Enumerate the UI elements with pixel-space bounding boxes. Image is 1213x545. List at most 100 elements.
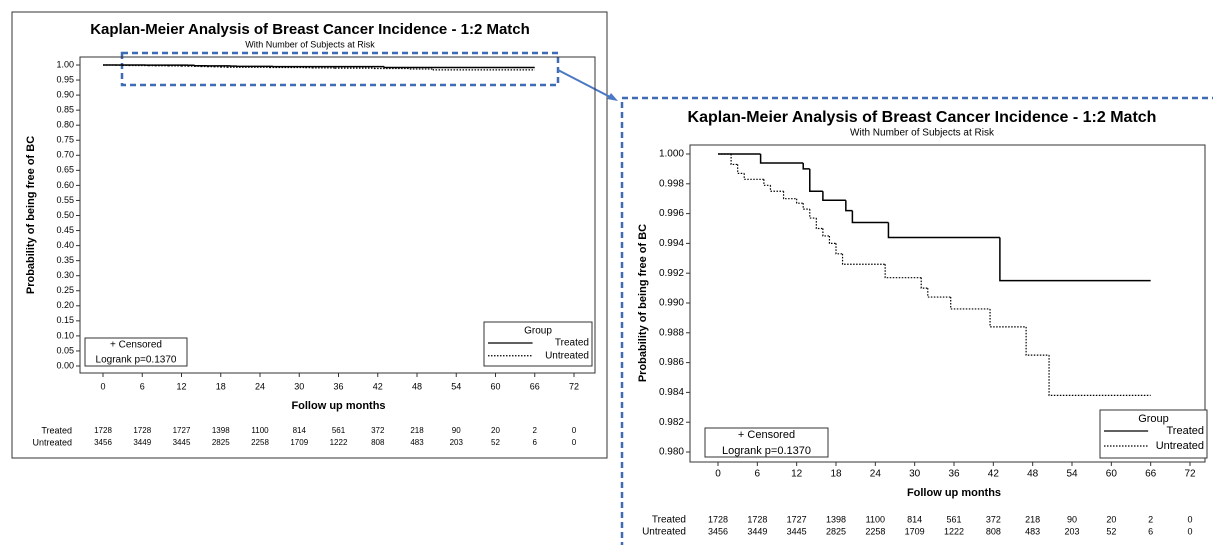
x-tick-label: 48 [1027, 469, 1039, 480]
at-risk-count: 203 [450, 438, 464, 447]
legend-box [1099, 409, 1208, 459]
x-axis-label: Follow up months [907, 487, 1001, 499]
y-tick-label: 0.15 [56, 315, 74, 325]
survival-step [782, 191, 797, 200]
at-risk-count: 2 [533, 426, 538, 435]
chart-title: Kaplan-Meier Analysis of Breast Cancer I… [688, 109, 1157, 126]
x-axis-label: Follow up months [291, 400, 385, 412]
survival-step [763, 179, 771, 186]
zoom-frame [620, 96, 1213, 545]
x-tick-label: 60 [490, 381, 500, 391]
at-risk-count: 20 [1106, 514, 1116, 524]
zoom-arrow [557, 69, 615, 100]
x-tick-label: 30 [294, 381, 304, 391]
y-tick-label: 0.65 [56, 165, 74, 175]
survival-step [743, 173, 764, 180]
annotation: + Censored [738, 429, 795, 441]
survival-step [383, 66, 535, 69]
annotation-box [84, 337, 188, 367]
x-tick-label: 12 [176, 381, 186, 391]
at-risk-count: 90 [1067, 514, 1077, 524]
legend-title: Group [1138, 413, 1169, 425]
y-tick-label: 0.986 [659, 357, 684, 368]
x-tick-label: 54 [1066, 469, 1078, 480]
y-tick-label: 0.10 [56, 330, 74, 340]
survival-step [737, 164, 745, 174]
annotation: Logrank p=0.1370 [96, 355, 177, 366]
at-risk-count: 372 [371, 426, 385, 435]
y-tick-label: 0.25 [56, 285, 74, 295]
x-tick-label: 54 [451, 381, 461, 391]
at-risk-count: 3456 [708, 526, 728, 536]
y-tick-label: 0.980 [659, 447, 684, 458]
x-tick-label: 18 [216, 381, 226, 391]
y-tick-label: 0.992 [659, 268, 684, 279]
survival-step [809, 168, 823, 192]
chart-title: Kaplan-Meier Analysis of Breast Cancer I… [90, 21, 530, 38]
y-tick-label: 0.998 [659, 178, 684, 189]
x-tick-label: 72 [569, 381, 579, 391]
chart-subtitle: With Number of Subjects at Risk [245, 39, 375, 49]
at-risk-count: 203 [1064, 526, 1079, 536]
at-risk-count: 0 [572, 438, 577, 447]
y-tick-label: 0.95 [56, 74, 74, 84]
survival-step [884, 264, 922, 279]
y-tick-label: 0.35 [56, 255, 74, 265]
y-tick-label: 0.60 [56, 180, 74, 190]
at-risk-count: 1727 [173, 426, 191, 435]
legend-title: Group [524, 326, 552, 337]
at-risk-count: 3445 [173, 438, 191, 447]
survival-step [769, 185, 784, 192]
at-risk-count: 0 [1187, 526, 1192, 536]
y-tick-label: 0.05 [56, 345, 74, 355]
at-risk-count: 2825 [826, 526, 846, 536]
x-tick-label: 36 [333, 381, 343, 391]
at-risk-count: 1709 [290, 438, 308, 447]
survival-step [927, 288, 951, 298]
x-tick-label: 18 [830, 469, 842, 480]
at-risk-count: 20 [491, 426, 500, 435]
at-risk-count: 808 [371, 438, 385, 447]
survival-step [920, 277, 928, 289]
y-tick-label: 0.20 [56, 300, 74, 310]
at-risk-count: 6 [533, 438, 538, 447]
survival-step [759, 154, 804, 164]
survival-step [730, 154, 738, 166]
survival-step [851, 210, 889, 224]
at-risk-count: 2825 [212, 438, 230, 447]
y-tick-label: 0.30 [56, 270, 74, 280]
y-tick-label: 0.85 [56, 105, 74, 115]
at-risk-count: 483 [410, 438, 424, 447]
at-risk-count: 2258 [251, 438, 269, 447]
at-risk-count: 218 [410, 426, 424, 435]
y-tick-label: 0.982 [659, 417, 684, 428]
at-risk-count: 3449 [133, 438, 151, 447]
at-risk-count: 90 [452, 426, 461, 435]
y-tick-label: 0.50 [56, 210, 74, 220]
x-tick-label: 60 [1106, 469, 1118, 480]
at-risk-count: 1222 [330, 438, 348, 447]
survival-step [409, 68, 434, 70]
at-risk-count: 1398 [826, 514, 846, 524]
y-tick-label: 1.00 [56, 59, 74, 69]
y-tick-label: 0.80 [56, 120, 74, 130]
at-risk-count: 1728 [94, 426, 112, 435]
annotation: + Censored [110, 340, 162, 351]
x-tick-label: 24 [255, 381, 265, 391]
y-tick-label: 1.000 [659, 149, 684, 160]
survival-step [822, 228, 830, 237]
y-axis-label: Probability of being free of BC [25, 136, 37, 294]
at-risk-name: Untreated [32, 437, 72, 447]
survival-step [822, 191, 846, 201]
at-risk-count: 814 [293, 426, 307, 435]
y-tick-label: 0.90 [56, 89, 74, 99]
at-risk-count: 6 [1148, 526, 1153, 536]
y-axis-label: Probability of being free of BC [637, 224, 649, 382]
at-risk-count: 1728 [747, 514, 767, 524]
x-tick-label: 36 [948, 469, 960, 480]
survival-step [1048, 355, 1151, 396]
survival-step [835, 243, 843, 255]
survival-step [989, 308, 1027, 328]
y-tick-label: 0.994 [659, 238, 684, 249]
